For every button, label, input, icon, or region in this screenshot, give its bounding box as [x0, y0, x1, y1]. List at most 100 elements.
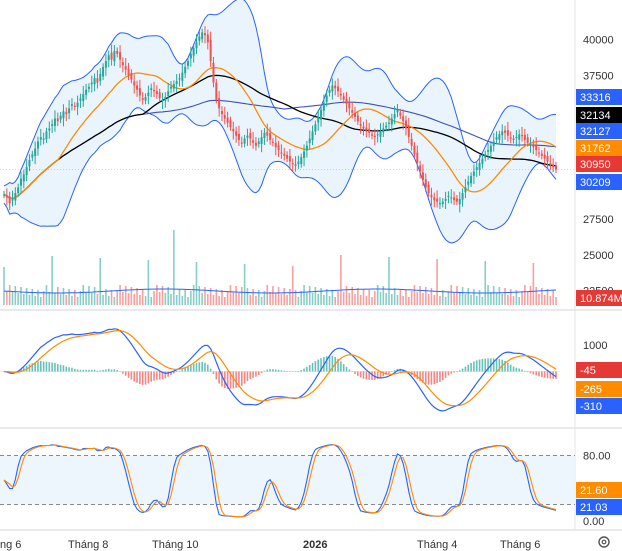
candle-body[interactable] — [300, 157, 303, 165]
candle-body[interactable] — [461, 193, 464, 200]
candle-body[interactable] — [271, 141, 274, 143]
candle-body[interactable] — [286, 154, 289, 159]
candle-body[interactable] — [348, 101, 351, 109]
candle-body[interactable] — [136, 85, 139, 90]
candle-body[interactable] — [8, 196, 11, 204]
candle-body[interactable] — [102, 66, 105, 77]
candle-body[interactable] — [223, 115, 226, 119]
candle-body[interactable] — [22, 174, 25, 182]
candle-body[interactable] — [523, 134, 526, 140]
candle-body[interactable] — [249, 133, 252, 139]
candle-body[interactable] — [387, 122, 390, 124]
candle-body[interactable] — [68, 108, 71, 114]
candle-body[interactable] — [368, 128, 371, 133]
candle-body[interactable] — [252, 140, 255, 143]
candle-body[interactable] — [56, 118, 59, 122]
candle-body[interactable] — [266, 131, 269, 136]
candle-body[interactable] — [373, 135, 376, 138]
candle-body[interactable] — [206, 34, 209, 43]
candle-body[interactable] — [498, 134, 501, 140]
candle-body[interactable] — [311, 131, 314, 141]
candle-body[interactable] — [438, 203, 441, 205]
candle-body[interactable] — [546, 156, 549, 162]
candle-body[interactable] — [430, 194, 433, 198]
candle-body[interactable] — [297, 161, 300, 165]
candle-body[interactable] — [25, 167, 28, 176]
candle-body[interactable] — [504, 130, 507, 133]
candle-body[interactable] — [237, 133, 240, 140]
candle-body[interactable] — [215, 82, 218, 100]
candle-body[interactable] — [133, 81, 136, 86]
candle-body[interactable] — [549, 163, 552, 165]
candle-body[interactable] — [441, 201, 444, 204]
candle-body[interactable] — [195, 42, 198, 49]
candle-body[interactable] — [113, 51, 116, 62]
candle-body[interactable] — [218, 98, 221, 109]
candle-body[interactable] — [396, 109, 399, 113]
candle-body[interactable] — [529, 144, 532, 146]
candle-body[interactable] — [127, 68, 130, 76]
candle-body[interactable] — [144, 96, 147, 101]
candle-body[interactable] — [3, 194, 5, 196]
candle-body[interactable] — [19, 178, 22, 186]
candle-body[interactable] — [501, 131, 504, 136]
candle-body[interactable] — [79, 98, 82, 101]
candle-body[interactable] — [175, 81, 178, 85]
candle-body[interactable] — [342, 96, 345, 100]
candle-body[interactable] — [294, 164, 297, 166]
candle-body[interactable] — [532, 144, 535, 148]
candle-body[interactable] — [506, 130, 509, 136]
candle-body[interactable] — [385, 125, 388, 128]
candle-body[interactable] — [379, 131, 382, 137]
candle-body[interactable] — [419, 165, 422, 172]
price-panel[interactable] — [0, 0, 575, 244]
candle-body[interactable] — [478, 162, 481, 170]
candle-body[interactable] — [62, 111, 65, 119]
candle-body[interactable] — [354, 112, 357, 118]
candle-body[interactable] — [82, 94, 85, 101]
candle-body[interactable] — [436, 198, 439, 202]
candle-body[interactable] — [14, 193, 17, 201]
candle-body[interactable] — [116, 51, 119, 54]
candle-body[interactable] — [356, 115, 359, 122]
candle-body[interactable] — [518, 134, 521, 140]
candle-body[interactable] — [124, 66, 127, 70]
candle-body[interactable] — [447, 195, 450, 197]
candle-body[interactable] — [274, 142, 277, 148]
candle-body[interactable] — [93, 78, 96, 85]
candle-body[interactable] — [334, 85, 337, 89]
candle-body[interactable] — [303, 151, 306, 159]
candle-body[interactable] — [538, 152, 541, 154]
candle-body[interactable] — [328, 89, 331, 93]
candle-body[interactable] — [226, 117, 229, 123]
candle-body[interactable] — [187, 61, 189, 66]
candle-body[interactable] — [345, 98, 348, 105]
candle-body[interactable] — [444, 198, 447, 201]
candle-body[interactable] — [48, 128, 51, 131]
candle-body[interactable] — [399, 112, 402, 116]
candle-body[interactable] — [34, 148, 37, 157]
candle-body[interactable] — [85, 89, 88, 95]
candle-body[interactable] — [246, 135, 249, 138]
candle-body[interactable] — [121, 62, 124, 66]
candle-body[interactable] — [455, 198, 458, 202]
candle-body[interactable] — [362, 126, 365, 129]
candle-body[interactable] — [110, 52, 113, 60]
candle-body[interactable] — [59, 115, 62, 120]
candle-body[interactable] — [555, 165, 557, 170]
candle-body[interactable] — [229, 120, 232, 128]
candle-body[interactable] — [254, 142, 257, 146]
candle-body[interactable] — [314, 124, 317, 132]
candle-body[interactable] — [257, 141, 260, 144]
candle-body[interactable] — [509, 137, 512, 139]
candle-body[interactable] — [76, 102, 79, 107]
candle-body[interactable] — [421, 172, 424, 181]
candle-body[interactable] — [404, 120, 407, 129]
candle-body[interactable] — [107, 55, 110, 61]
candle-body[interactable] — [351, 110, 354, 113]
candle-body[interactable] — [424, 179, 427, 188]
candle-body[interactable] — [280, 152, 283, 154]
candle-body[interactable] — [235, 131, 238, 136]
candle-body[interactable] — [51, 124, 54, 126]
